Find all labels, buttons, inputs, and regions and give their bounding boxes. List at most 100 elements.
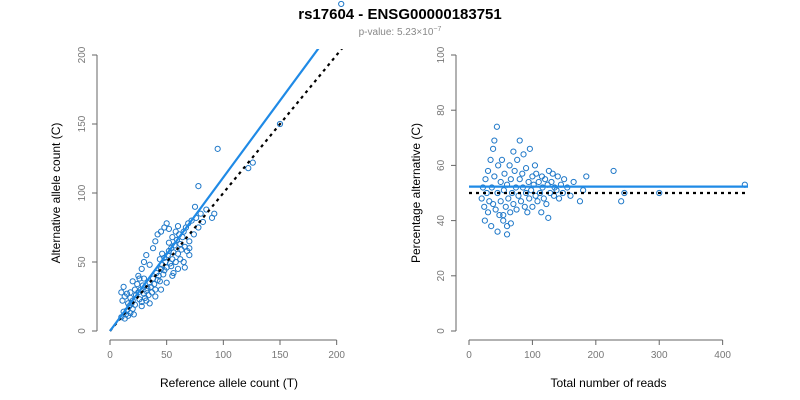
x-tick-label: 150 <box>272 350 289 361</box>
data-point <box>526 195 533 202</box>
data-point <box>178 246 185 253</box>
data-points <box>478 123 748 238</box>
data-point <box>154 231 161 238</box>
scatter-panel-allele-counts: 0 50 100 150 200 Reference allele count (T) 0 5… <box>49 0 345 390</box>
data-point <box>520 151 527 158</box>
data-point <box>516 176 523 183</box>
data-point <box>152 286 159 293</box>
data-point <box>522 189 530 197</box>
data-point <box>570 178 577 186</box>
data-point <box>129 278 136 285</box>
data-point <box>131 286 139 293</box>
data-point <box>211 210 218 217</box>
y-tick-label: 40 <box>436 215 447 227</box>
data-point <box>506 162 513 169</box>
data-point <box>522 165 530 172</box>
data-point <box>531 162 539 169</box>
data-point <box>174 265 182 272</box>
scatter-panel-percentage: 0 100 200 300 400 Total number of reads 0 20 40 6… <box>409 46 748 390</box>
data-point <box>487 156 494 163</box>
subtitle-exponent: −7 <box>433 26 441 33</box>
data-point <box>567 192 574 199</box>
data-point <box>554 173 561 180</box>
data-point <box>186 252 193 259</box>
data-point <box>197 210 204 217</box>
y-tick-label: 60 <box>436 159 447 171</box>
data-point <box>583 173 590 180</box>
data-point <box>138 303 145 310</box>
data-point <box>561 176 568 183</box>
data-point <box>174 223 182 230</box>
data-point <box>492 206 499 213</box>
x-tick-label: 200 <box>587 350 604 361</box>
data-point <box>123 290 131 297</box>
data-point <box>536 189 544 197</box>
chart-title: rs17604 - ENSG00000183751 <box>298 6 502 23</box>
data-point <box>505 195 512 202</box>
data-point <box>484 209 492 216</box>
fit-line <box>109 49 320 332</box>
x-tick-label: 0 <box>107 350 113 361</box>
data-point <box>510 148 517 155</box>
data-point <box>482 176 489 183</box>
data-point <box>517 198 525 205</box>
data-point <box>195 183 202 190</box>
data-point <box>497 178 504 186</box>
data-point <box>338 0 345 8</box>
data-point <box>199 218 207 226</box>
data-point <box>516 137 523 144</box>
y-tick-label: 0 <box>436 328 447 334</box>
y-tick-label: 20 <box>436 270 447 282</box>
data-point <box>169 256 176 263</box>
data-point <box>500 217 507 224</box>
data-point <box>491 137 498 144</box>
y-axis-label: Percentage alternative (C) <box>409 123 423 263</box>
data-point <box>496 211 503 219</box>
data-point <box>180 258 187 266</box>
data-point <box>138 265 145 272</box>
data-point <box>555 195 563 202</box>
data-point <box>163 279 170 286</box>
data-point <box>146 300 153 307</box>
data-point <box>494 189 501 197</box>
data-point <box>160 271 167 278</box>
data-point <box>172 228 179 235</box>
data-point <box>118 289 125 296</box>
data-point <box>543 200 550 208</box>
data-point <box>165 239 173 246</box>
data-point <box>159 250 166 257</box>
data-point <box>120 283 127 290</box>
data-point <box>541 176 549 183</box>
data-point <box>526 145 533 152</box>
data-point <box>481 203 488 210</box>
data-point <box>545 214 552 221</box>
x-axis-label: Total number of reads <box>550 376 666 390</box>
data-point <box>478 195 485 202</box>
y-tick-label: 50 <box>77 256 88 268</box>
y-axis: 0 50 100 150 200 Alternative allele count (C) <box>49 46 98 334</box>
data-point <box>540 195 547 202</box>
data-point <box>521 203 528 210</box>
data-point <box>143 297 150 304</box>
data-point <box>507 209 514 216</box>
data-point <box>191 203 199 210</box>
data-points <box>118 0 345 322</box>
data-point <box>618 198 625 205</box>
data-point <box>149 245 157 252</box>
data-point <box>249 159 256 166</box>
data-point <box>484 167 492 175</box>
data-point <box>538 209 545 216</box>
reference-line <box>109 49 344 332</box>
data-point <box>186 238 193 245</box>
data-point <box>174 250 182 257</box>
data-point <box>140 275 148 282</box>
data-point <box>497 198 504 205</box>
data-point <box>529 203 536 210</box>
data-point <box>170 269 177 277</box>
subtitle-text: p-value: 5.23×10 <box>359 27 434 38</box>
data-point <box>507 220 514 227</box>
x-tick-label: 0 <box>466 350 472 361</box>
y-tick-label: 100 <box>436 46 447 63</box>
data-point <box>188 217 195 224</box>
y-axis: 0 20 40 60 80 100 Percentage alternative (C) <box>409 46 457 334</box>
